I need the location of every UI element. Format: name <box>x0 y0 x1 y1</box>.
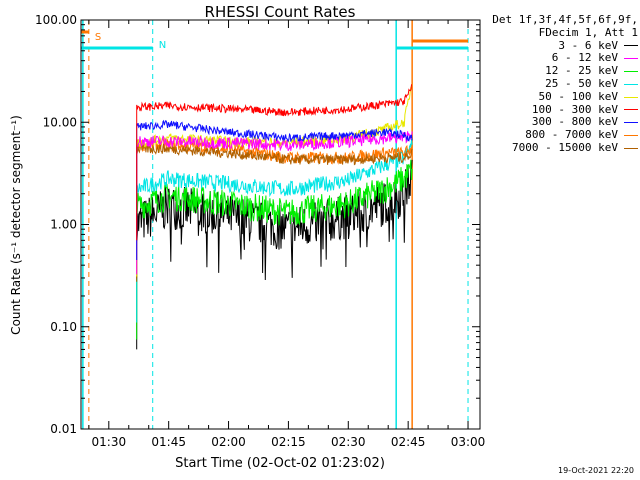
legend-swatch <box>624 71 638 73</box>
series-line-100-300-kev <box>136 83 413 241</box>
series-line-12-25-kev <box>136 159 413 340</box>
legend-swatch <box>624 58 638 60</box>
legend-item: 100 - 300 keV <box>482 102 638 117</box>
legend-swatch <box>624 109 638 111</box>
chart-title: RHESSI Count Rates <box>205 3 356 21</box>
x-tick-label: 02:00 <box>211 435 246 449</box>
legend-label: 300 - 800 keV <box>531 115 618 129</box>
y-axis: 0.01 0.10 1.00 10.00 100.00 <box>35 13 480 436</box>
series-line-300-800-kev <box>136 119 413 260</box>
generated-timestamp: 19-Oct-2021 22:20 <box>558 466 634 475</box>
y-tick-label: 10.00 <box>43 115 77 129</box>
legend-label: 12 - 25 keV <box>545 64 618 78</box>
x-axis-label: Start Time (02-Oct-02 01:23:02) <box>175 456 385 471</box>
legend-swatch <box>624 45 638 47</box>
legend: Det 1f,3f,4f,5f,6f,9f, FDecim 1, Att 1 3… <box>482 13 638 155</box>
saa-marker-label: S <box>95 32 101 43</box>
legend-swatch <box>624 147 638 149</box>
legend-header-line-2: FDecim 1, Att 1 <box>538 25 638 39</box>
series-line-7000-15000-kev <box>136 142 413 282</box>
x-tick-label: 02:30 <box>331 435 366 449</box>
legend-item: 25 - 50 keV <box>482 76 638 91</box>
legend-swatch <box>624 96 638 98</box>
legend-item: 300 - 800 keV <box>482 116 638 129</box>
x-tick-label: 02:45 <box>391 435 426 449</box>
x-tick-label: 01:45 <box>151 435 186 449</box>
y-tick-label: 0.10 <box>50 320 77 334</box>
legend-label: 50 - 100 keV <box>538 89 618 103</box>
legend-item: 7000 - 15000 keV <box>482 140 638 155</box>
series-line-6-12-kev <box>136 131 413 275</box>
y-tick-label: 0.01 <box>50 422 77 436</box>
legend-item: 800 - 7000 keV <box>482 128 638 142</box>
night-marker-label: N <box>159 40 166 51</box>
legend-label: 6 - 12 keV <box>551 51 618 65</box>
legend-item: 12 - 25 keV <box>482 64 638 78</box>
y-axis-label: Count Rate (s⁻¹ detector segment⁻¹) <box>9 115 23 335</box>
legend-label: 800 - 7000 keV <box>525 128 618 142</box>
data-series <box>136 83 413 350</box>
legend-item: 6 - 12 keV <box>482 52 638 65</box>
legend-label: 7000 - 15000 keV <box>512 140 618 154</box>
x-tick-label: 01:30 <box>92 435 127 449</box>
legend-header-line-1: Det 1f,3f,4f,5f,6f,9f, <box>492 13 638 26</box>
series-line-25-50-kev <box>136 138 413 323</box>
legend-swatch <box>624 135 638 137</box>
x-axis: 01:30 01:45 02:00 02:15 02:30 02:45 03:00 <box>88 20 486 449</box>
y-tick-label: 100.00 <box>35 13 77 27</box>
legend-item: 3 - 6 keV <box>482 38 638 53</box>
legend-label: 25 - 50 keV <box>545 76 618 90</box>
legend-label: 100 - 300 keV <box>531 102 618 116</box>
legend-item: 50 - 100 keV <box>482 89 638 104</box>
series-line-3-6-kev <box>136 159 413 350</box>
y-tick-label: 1.00 <box>50 218 77 232</box>
legend-swatch <box>624 122 638 124</box>
x-tick-label: 02:15 <box>271 435 306 449</box>
x-tick-label: 03:00 <box>451 435 486 449</box>
legend-swatch <box>624 83 638 85</box>
legend-label: 3 - 6 keV <box>558 38 618 52</box>
